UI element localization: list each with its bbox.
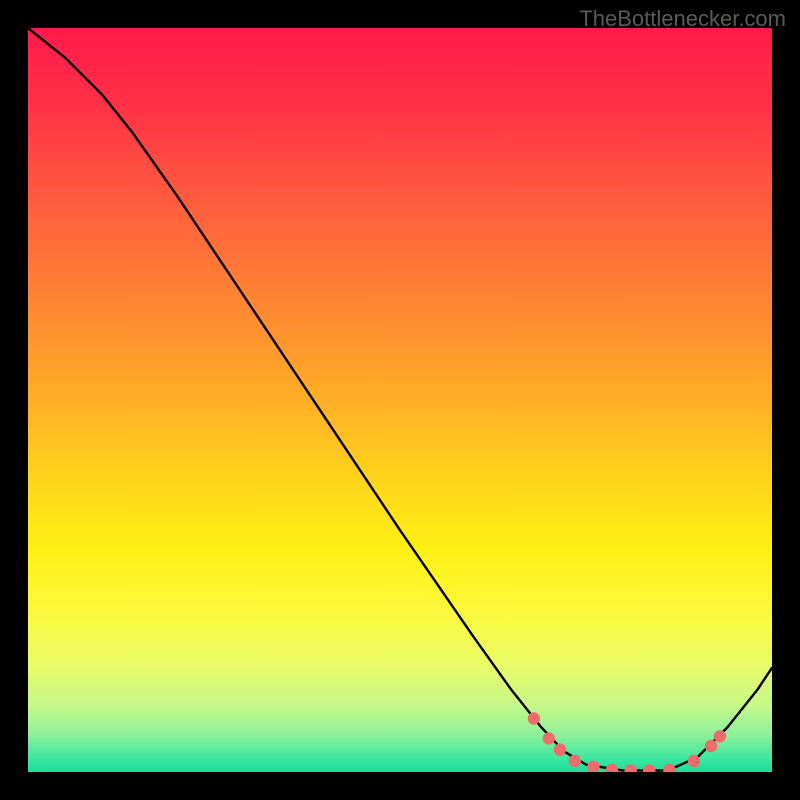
figure-root: TheBottlenecker.com	[0, 0, 800, 800]
marker-point	[714, 730, 726, 742]
marker-point	[705, 740, 717, 752]
marker-point	[554, 743, 566, 755]
marker-point	[528, 712, 540, 724]
gradient-field	[28, 28, 772, 772]
marker-point	[569, 755, 581, 767]
plot-area	[28, 28, 772, 772]
plot-svg	[28, 28, 772, 772]
marker-point	[688, 755, 700, 767]
watermark-text: TheBottlenecker.com	[579, 6, 786, 32]
marker-point	[543, 732, 555, 744]
